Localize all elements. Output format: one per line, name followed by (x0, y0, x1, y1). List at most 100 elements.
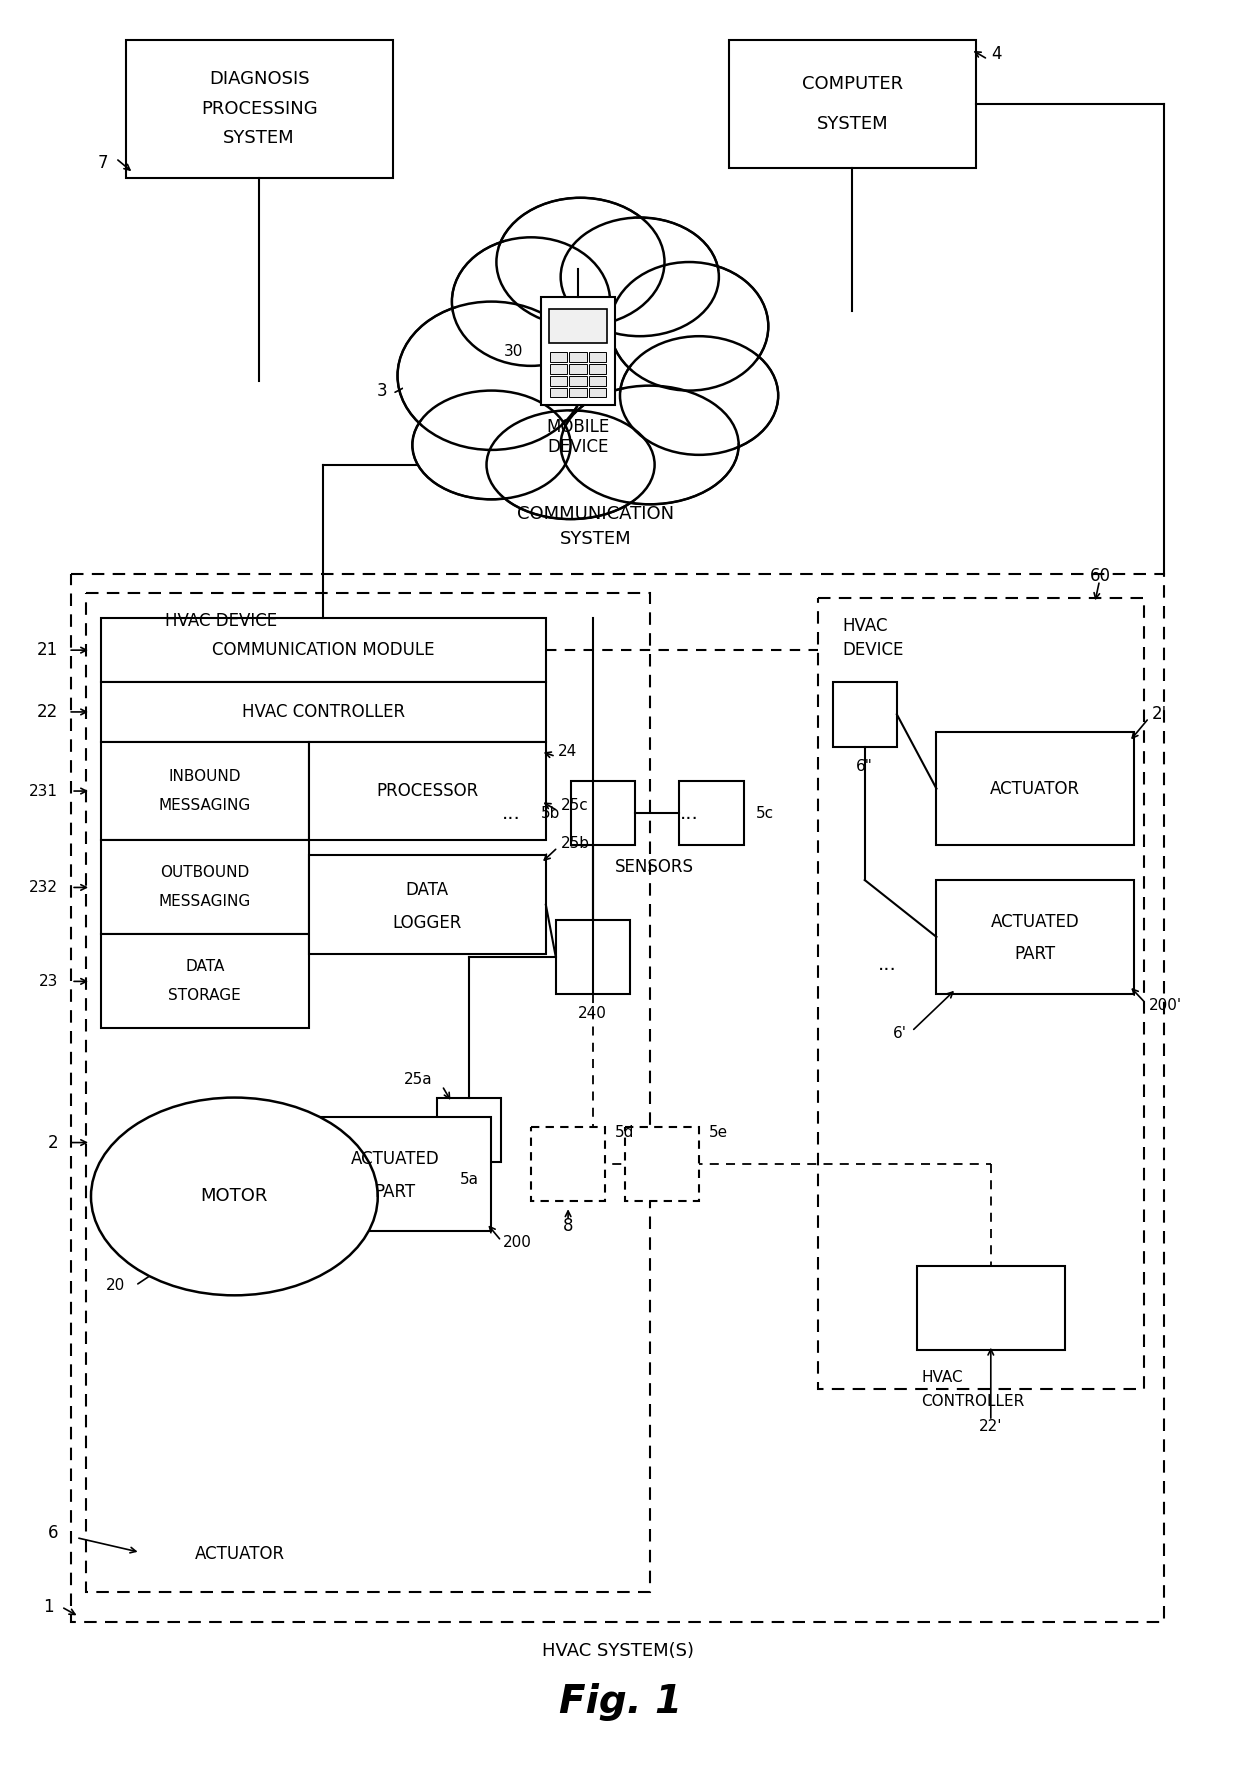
Bar (569, 351, 587, 362)
Text: ACTUATOR: ACTUATOR (991, 779, 1080, 798)
Ellipse shape (560, 217, 719, 336)
Text: 7: 7 (97, 154, 108, 171)
Text: ACTUATED: ACTUATED (351, 1150, 439, 1167)
Text: DIAGNOSIS: DIAGNOSIS (208, 71, 310, 88)
Text: 30: 30 (503, 344, 523, 358)
Text: 6: 6 (48, 1524, 58, 1542)
Text: 6': 6' (893, 1026, 906, 1040)
Text: 22: 22 (37, 703, 58, 721)
Text: 200: 200 (503, 1236, 532, 1250)
Text: 4: 4 (991, 46, 1001, 64)
Text: MOTOR: MOTOR (201, 1187, 268, 1206)
Bar (299, 1118, 491, 1231)
Ellipse shape (398, 302, 585, 450)
Text: ACTUATED: ACTUATED (991, 913, 1080, 931)
Text: DEVICE: DEVICE (547, 438, 609, 456)
Ellipse shape (451, 237, 610, 366)
Text: LOGGER: LOGGER (393, 913, 461, 931)
Bar (680, 781, 744, 846)
Bar (71, 574, 1164, 1621)
Text: 2': 2' (1152, 705, 1167, 722)
Bar (125, 39, 393, 178)
Bar (936, 731, 1135, 846)
Ellipse shape (564, 390, 735, 500)
Ellipse shape (91, 1098, 378, 1294)
Ellipse shape (620, 336, 779, 456)
Bar (589, 376, 606, 385)
Bar (832, 682, 897, 747)
Text: MOBILE: MOBILE (547, 419, 610, 436)
Bar (570, 781, 635, 846)
Text: 3: 3 (377, 381, 388, 399)
Bar (549, 376, 567, 385)
Bar (569, 376, 587, 385)
Text: 5d: 5d (615, 1125, 635, 1139)
Bar (86, 593, 650, 1591)
Bar (625, 1127, 699, 1201)
Bar (589, 364, 606, 374)
Text: SYSTEM: SYSTEM (817, 115, 888, 132)
Bar (100, 742, 309, 841)
Ellipse shape (614, 267, 764, 387)
Text: HVAC SYSTEM(S): HVAC SYSTEM(S) (542, 1642, 693, 1660)
Ellipse shape (402, 306, 582, 447)
Bar (936, 879, 1135, 994)
Text: PART: PART (374, 1183, 415, 1201)
Text: ...: ... (878, 955, 897, 973)
Bar (549, 364, 567, 374)
Bar (100, 618, 546, 682)
Text: 1: 1 (43, 1598, 53, 1616)
Bar (549, 387, 567, 397)
Bar (729, 39, 976, 168)
Text: 25c: 25c (560, 798, 589, 814)
Text: 2: 2 (47, 1134, 58, 1151)
Text: HVAC: HVAC (921, 1370, 963, 1385)
Bar (817, 599, 1145, 1390)
Ellipse shape (610, 261, 769, 390)
Text: 5b: 5b (542, 805, 560, 821)
Text: 25b: 25b (560, 835, 590, 851)
Bar (916, 1266, 1065, 1349)
Ellipse shape (624, 341, 774, 450)
Text: PROCESSOR: PROCESSOR (376, 782, 479, 800)
Text: HVAC CONTROLLER: HVAC CONTROLLER (242, 703, 405, 721)
Text: 24: 24 (558, 743, 577, 759)
Text: ...: ... (680, 804, 698, 823)
Text: COMMUNICATION MODULE: COMMUNICATION MODULE (212, 641, 434, 659)
Text: 232: 232 (30, 879, 58, 895)
Bar (589, 351, 606, 362)
Text: 23: 23 (38, 973, 58, 989)
Text: MESSAGING: MESSAGING (159, 894, 250, 909)
Ellipse shape (413, 390, 570, 500)
Text: HVAC: HVAC (842, 616, 888, 636)
Text: 200': 200' (1149, 998, 1182, 1014)
Text: 5a: 5a (460, 1173, 479, 1187)
Text: 20: 20 (105, 1279, 125, 1293)
Text: HVAC DEVICE: HVAC DEVICE (165, 613, 278, 630)
Ellipse shape (564, 221, 715, 332)
Text: 21: 21 (37, 641, 58, 659)
Bar (589, 387, 606, 397)
Text: DATA: DATA (405, 881, 449, 899)
Text: SYSTEM: SYSTEM (559, 530, 631, 547)
Bar (309, 855, 546, 954)
Bar (100, 934, 309, 1028)
Ellipse shape (496, 198, 665, 327)
Bar (100, 841, 309, 934)
Text: ACTUATOR: ACTUATOR (195, 1545, 285, 1563)
Ellipse shape (417, 394, 567, 496)
Text: COMMUNICATION: COMMUNICATION (517, 505, 673, 523)
Text: PROCESSING: PROCESSING (201, 99, 317, 118)
Ellipse shape (560, 385, 739, 505)
Text: INBOUND: INBOUND (169, 768, 241, 784)
Bar (549, 351, 567, 362)
Text: STORAGE: STORAGE (169, 989, 241, 1003)
Text: 240: 240 (578, 1007, 608, 1021)
Bar (100, 682, 546, 742)
Text: 6": 6" (857, 759, 873, 774)
Text: PART: PART (1014, 945, 1055, 962)
Bar (549, 309, 608, 343)
Text: 5c: 5c (755, 805, 774, 821)
Ellipse shape (456, 242, 606, 362)
Bar (569, 387, 587, 397)
